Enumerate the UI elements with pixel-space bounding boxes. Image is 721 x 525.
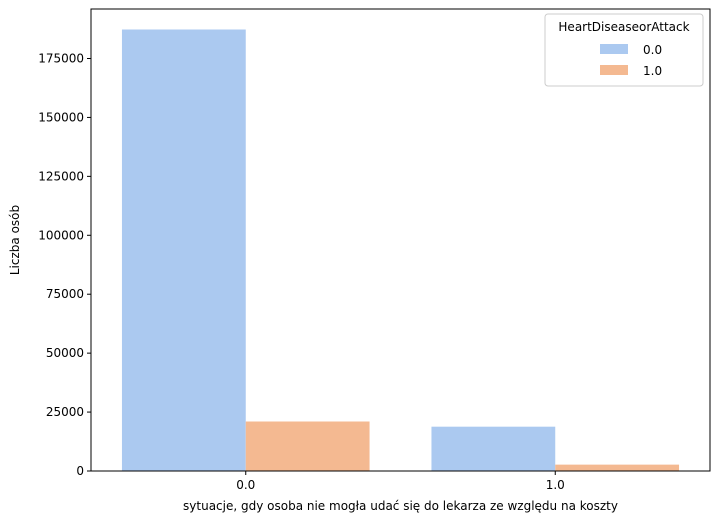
- x-tick-label: 0.0: [236, 478, 255, 492]
- y-tick-label: 25000: [46, 405, 84, 419]
- legend-swatch: [600, 44, 628, 54]
- legend-title: HeartDiseaseorAttack: [558, 20, 689, 34]
- y-axis-label: Liczba osób: [8, 205, 22, 275]
- y-tick-label: 150000: [38, 110, 84, 124]
- y-tick-label: 0: [76, 464, 84, 478]
- legend-swatch: [600, 65, 628, 75]
- y-tick-label: 100000: [38, 228, 84, 242]
- bar-1.0-series-0.0: [431, 426, 556, 471]
- x-tick-label: 1.0: [546, 478, 565, 492]
- axes-frame: [90, 8, 711, 472]
- plot-area: 0 25000 50000 75000 100000 125000 150000 175000…: [38, 8, 711, 492]
- legend: HeartDiseaseorAttack 0.0 1.0: [544, 13, 704, 87]
- y-tick-label: 50000: [46, 346, 84, 360]
- x-axis-label: sytuacje, gdy osoba nie mogła udać się d…: [183, 499, 618, 513]
- x-axis-ticks: 0.0 1.0: [236, 471, 565, 492]
- bar-0.0-series-0.0: [121, 29, 246, 472]
- bar-0.0-series-1.0: [245, 421, 370, 471]
- y-tick-label: 75000: [46, 287, 84, 301]
- y-tick-label: 125000: [38, 169, 84, 183]
- bars-group: [121, 29, 680, 472]
- bar-1.0-series-1.0: [555, 464, 680, 471]
- legend-label: 1.0: [643, 64, 662, 78]
- legend-label: 0.0: [643, 43, 662, 57]
- legend-items: 0.0 1.0: [600, 43, 662, 78]
- y-axis-ticks: 0 25000 50000 75000 100000 125000 150000 175000: [38, 52, 91, 478]
- y-tick-label: 175000: [38, 52, 84, 66]
